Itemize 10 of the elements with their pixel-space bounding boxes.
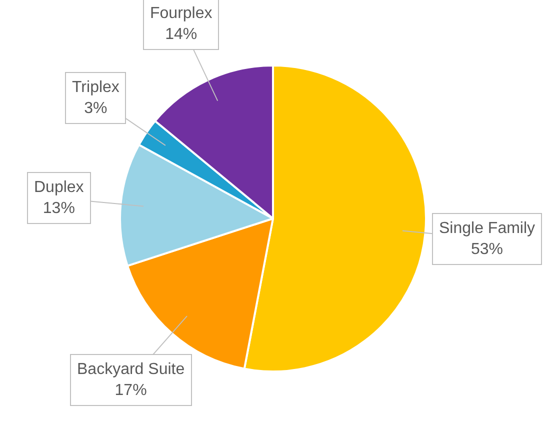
slice-label: Single Family xyxy=(439,220,536,237)
data-label: 3% xyxy=(84,100,108,117)
data-label: 13% xyxy=(42,200,75,217)
data-label: 53% xyxy=(471,240,504,258)
data-label: 14% xyxy=(165,26,198,43)
data-label: 17% xyxy=(114,382,147,399)
slice-label: Backyard Suite xyxy=(77,361,185,378)
slice-label: Triplex xyxy=(72,79,120,96)
slice-label: Fourplex xyxy=(150,5,212,22)
slice-label: Duplex xyxy=(34,179,84,196)
